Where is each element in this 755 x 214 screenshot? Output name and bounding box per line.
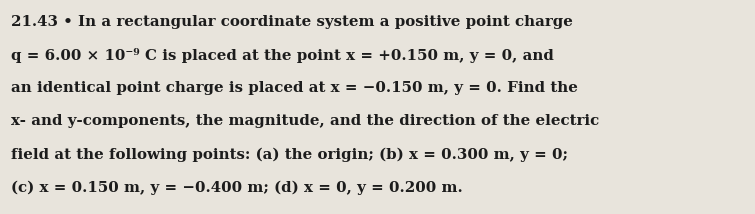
Text: 21.43 • In a rectangular coordinate system a positive point charge: 21.43 • In a rectangular coordinate syst… <box>11 15 573 29</box>
Text: field at the following points: (a) the origin; (b) x = 0.300 m, y = 0;: field at the following points: (a) the o… <box>11 148 569 162</box>
Text: q = 6.00 × 10⁻⁹ C is placed at the point x = +0.150 m, y = 0, and: q = 6.00 × 10⁻⁹ C is placed at the point… <box>11 48 554 63</box>
Text: x- and y-components, the magnitude, and the direction of the electric: x- and y-components, the magnitude, and … <box>11 114 599 128</box>
Text: an identical point charge is placed at x = −0.150 m, y = 0. Find the: an identical point charge is placed at x… <box>11 81 578 95</box>
Text: (c) x = 0.150 m, y = −0.400 m; (d) x = 0, y = 0.200 m.: (c) x = 0.150 m, y = −0.400 m; (d) x = 0… <box>11 181 463 195</box>
